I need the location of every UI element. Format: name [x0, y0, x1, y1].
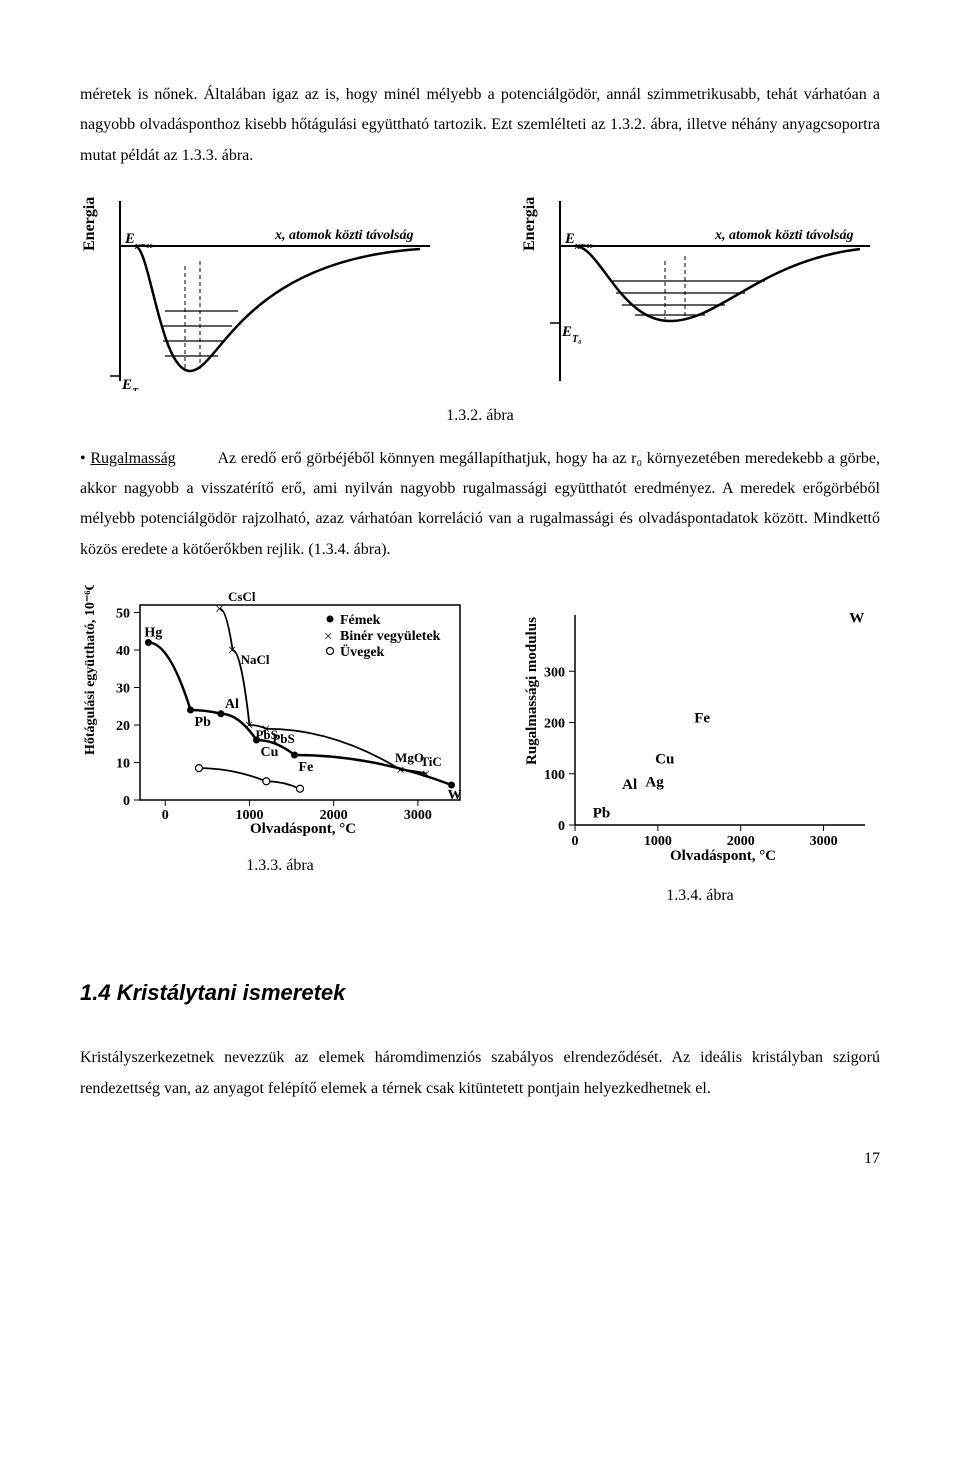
svg-text:3000: 3000: [404, 808, 432, 823]
figure-132-right: Energia Ex=∞ x, atomok közti távolság ET…: [520, 191, 880, 391]
svg-text:×: ×: [244, 717, 253, 734]
svg-text:Al: Al: [622, 777, 637, 793]
svg-text:Fe: Fe: [694, 711, 710, 727]
svg-text:Hg: Hg: [144, 626, 162, 641]
svg-text:Fe: Fe: [299, 760, 314, 775]
figure-134-caption: 1.3.4. ábra: [666, 881, 734, 911]
svg-text:0: 0: [162, 808, 169, 823]
svg-text:W: W: [448, 788, 462, 803]
para2-body: Az eredő erő görbéjéből könnyen megállap…: [80, 450, 880, 558]
x-axis-text: x, atomok közti távolság: [274, 228, 413, 243]
svg-text:Pb: Pb: [195, 715, 212, 730]
bullet: •: [80, 450, 90, 467]
x-axis-label: Olvadáspont, °C: [250, 821, 356, 837]
y-axis-label: Energia: [521, 197, 538, 251]
svg-text:NaCl: NaCl: [241, 652, 270, 667]
thermal-expansion-chart: Hőtágulási együttható, 10⁻⁶C⁻¹ 010002000…: [80, 585, 480, 845]
elastic-modulus-chart: Rugalmassági modulus 0 1000 2000 3000 0 100 20…: [520, 605, 880, 875]
figure-134: Rugalmassági modulus 0 1000 2000 3000 0 100 20…: [520, 605, 880, 911]
x-axis-text: x, atomok közti távolság: [714, 228, 853, 243]
svg-text:×: ×: [261, 721, 270, 738]
et0-label: ET₀: [561, 324, 582, 345]
legend-glasses: Üvegek: [340, 643, 385, 660]
svg-text:Cu: Cu: [655, 752, 674, 768]
points-group: Pb Al Ag Cu Fe W: [593, 611, 864, 822]
legend-metals: Fémek: [340, 613, 381, 628]
svg-text:40: 40: [116, 644, 130, 659]
page-number: 17: [80, 1144, 880, 1174]
e-xinf-label: Ex=∞: [564, 231, 593, 252]
svg-text:Ag: Ag: [645, 775, 664, 791]
svg-text:10: 10: [116, 757, 130, 772]
svg-text:100: 100: [544, 768, 565, 783]
figure-133-caption: 1.3.3. ábra: [246, 851, 314, 881]
svg-text:PbS: PbS: [272, 731, 294, 746]
svg-text:20: 20: [116, 719, 130, 734]
svg-text:30: 30: [116, 682, 130, 697]
figure-132-row: Energia Ex=∞ x, atomok közti távolság: [80, 191, 880, 391]
svg-text:50: 50: [116, 607, 130, 622]
svg-text:CsCl: CsCl: [228, 589, 256, 604]
svg-text:0: 0: [123, 794, 130, 809]
legend-binary: Binér vegyületek: [340, 629, 441, 644]
energy-well-shallow-svg: Energia Ex=∞ x, atomok közti távolság ET…: [520, 191, 880, 391]
svg-text:200: 200: [544, 717, 565, 732]
paragraph-3: Kristályszerkezetnek nevezzük az elemek …: [80, 1043, 880, 1104]
svg-text:×: ×: [228, 642, 237, 659]
figure-132-left: Energia Ex=∞ x, atomok közti távolság: [80, 191, 440, 391]
ticks-group: 0 1000 2000 3000 0 100 200 300: [544, 665, 838, 849]
section-heading-1-4: 1.4 Kristálytani ismeretek: [80, 972, 880, 1014]
svg-text:TiC: TiC: [420, 754, 441, 769]
legend: Fémek × Binér vegyületek Üvegek: [324, 613, 441, 660]
curves-group: HgPbAlCuFeW×CsCl×NaCl×PbS×PbS×MgO×TiC: [144, 589, 461, 803]
svg-text:0: 0: [558, 819, 565, 834]
svg-text:×: ×: [215, 601, 224, 618]
svg-text:300: 300: [544, 665, 565, 680]
paragraph-2: • Rugalmasság Az eredő erő görbéjéből kö…: [80, 444, 880, 566]
potential-curve: [135, 246, 420, 371]
x-axis-label: Olvadáspont, °C: [670, 848, 776, 864]
svg-text:1000: 1000: [644, 834, 672, 849]
svg-text:Al: Al: [225, 697, 239, 712]
y-axis-label: Energia: [81, 197, 98, 251]
figure-132-caption: 1.3.2. ábra: [80, 401, 880, 431]
svg-text:3000: 3000: [810, 834, 838, 849]
y-axis-label: Rugalmassági modulus: [524, 617, 540, 765]
potential-curve: [575, 246, 860, 321]
et0-label: ET₀: [121, 377, 142, 391]
legend-binary-marker: ×: [324, 629, 332, 645]
svg-text:Pb: Pb: [593, 805, 611, 821]
svg-text:W: W: [849, 611, 864, 627]
energy-well-deep-svg: Energia Ex=∞ x, atomok közti távolság: [80, 191, 440, 391]
figure-133: Hőtágulási együttható, 10⁻⁶C⁻¹ 010002000…: [80, 585, 480, 911]
figure-133-134-row: Hőtágulási együttható, 10⁻⁶C⁻¹ 010002000…: [80, 585, 880, 911]
underline-rugalmassag: Rugalmasság: [90, 450, 175, 467]
svg-text:2000: 2000: [727, 834, 755, 849]
svg-text:0: 0: [572, 834, 579, 849]
paragraph-1: méretek is nőnek. Általában igaz az is, …: [80, 80, 880, 171]
svg-text:Cu: Cu: [260, 745, 278, 760]
y-axis-label: Hőtágulási együttható, 10⁻⁶C⁻¹: [83, 585, 98, 755]
